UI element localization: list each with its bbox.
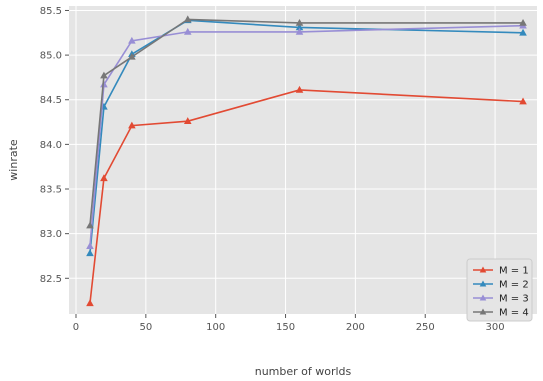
series-3 [86, 21, 527, 249]
data-point [295, 85, 304, 93]
legend-label: M = 2 [499, 280, 529, 291]
legend-item: M = 2 [473, 280, 529, 291]
legend-marker [479, 280, 487, 287]
legend: M = 1 M = 2 M = 3 M = 4 [466, 258, 533, 322]
y-tick-label: 85.0 [40, 51, 62, 62]
plot-background [69, 6, 537, 314]
data-point [86, 242, 94, 249]
data-point [100, 174, 108, 182]
series-line [89, 24, 524, 247]
data-point [519, 18, 527, 26]
data-point [86, 249, 94, 257]
y-tick-label: 82.5 [40, 274, 62, 285]
x-tick-label: 100 [206, 322, 225, 333]
x-tick-label: 200 [346, 322, 365, 333]
legend-item: M = 1 [473, 266, 529, 277]
legend-item: M = 3 [473, 294, 529, 305]
legend-label: M = 1 [499, 266, 529, 277]
y-tick-label: 83.0 [40, 229, 62, 240]
data-point [183, 27, 192, 35]
x-axis-ticks: 0 50 100 150 200 250 300 [73, 314, 505, 333]
legend-item: M = 4 [473, 308, 529, 319]
y-tick-label: 85.5 [40, 6, 62, 17]
grid-lines [69, 6, 537, 314]
legend-marker [479, 308, 487, 315]
data-point [86, 221, 94, 229]
data-point [519, 97, 527, 105]
data-point [183, 15, 192, 23]
data-point [86, 299, 94, 307]
data-point [100, 71, 108, 79]
y-axis-ticks: 82.5 83.0 83.5 84.0 84.5 85.0 85.5 [40, 6, 69, 285]
y-axis-label: winrate [7, 139, 20, 181]
legend-label: M = 3 [499, 294, 529, 305]
legend-label: M = 4 [499, 308, 529, 319]
data-point [519, 28, 527, 36]
series-line [89, 89, 524, 304]
series-1 [86, 85, 527, 307]
data-point [128, 36, 136, 44]
x-tick-label: 50 [139, 322, 152, 333]
y-tick-label: 83.5 [40, 185, 62, 196]
x-tick-label: 250 [416, 322, 435, 333]
y-tick-label: 84.0 [40, 140, 62, 151]
data-point [295, 18, 304, 26]
x-tick-label: 0 [73, 322, 79, 333]
data-point [128, 121, 136, 129]
legend-marker [479, 294, 487, 301]
data-point [128, 52, 136, 60]
data-point [295, 23, 304, 31]
series-layer [86, 15, 527, 307]
y-tick-label: 84.5 [40, 95, 62, 106]
data-point [183, 117, 192, 124]
series-4 [86, 15, 527, 229]
x-axis-label: number of worlds [255, 365, 352, 378]
x-tick-label: 300 [486, 322, 505, 333]
x-tick-label: 150 [276, 322, 295, 333]
data-point [295, 27, 304, 35]
legend-marker [479, 266, 487, 273]
legend-box [466, 258, 533, 322]
series-line [89, 18, 524, 226]
